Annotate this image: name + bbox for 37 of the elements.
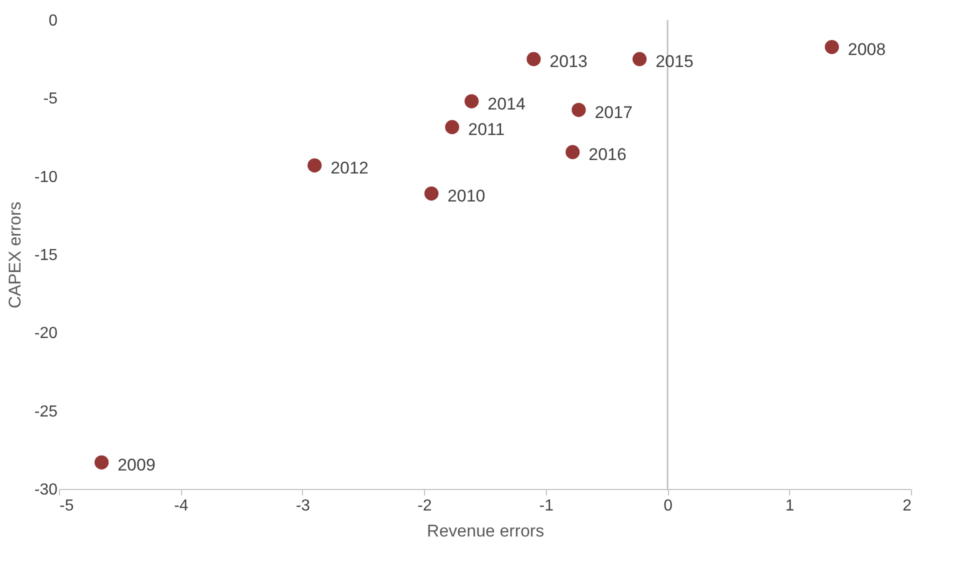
point [424, 186, 439, 201]
x-tick-label: -4 [174, 498, 188, 514]
y-tick-label: -5 [43, 90, 58, 108]
y-tick-label: -15 [34, 247, 58, 264]
point [94, 455, 109, 470]
x-tick-label: -1 [539, 498, 554, 514]
x-tick-label: -3 [296, 498, 310, 514]
x-axis-title: Revenue errors [426, 522, 544, 540]
point [566, 145, 580, 160]
x-tick-label: -5 [60, 498, 74, 514]
y-axis-title: CAPEX errors [5, 202, 24, 308]
point [632, 52, 647, 66]
x-tick-label: 0 [664, 498, 673, 514]
annotation: 2012 [330, 158, 368, 178]
annotation: 2010 [447, 186, 486, 206]
y-tick-label: -10 [34, 168, 58, 186]
y-tick-label: -25 [34, 403, 58, 420]
y-tick-label: 0 [48, 12, 58, 30]
y-tick-label: -30 [34, 482, 58, 498]
annotation: 2008 [848, 40, 886, 60]
point [464, 94, 479, 108]
x-tick-label: 1 [785, 498, 794, 514]
annotation: 2011 [468, 120, 505, 140]
x-tick-label: -2 [418, 498, 432, 514]
y-tick-label: -20 [34, 325, 58, 342]
annotation: 2017 [594, 102, 633, 122]
annotation: 2013 [550, 52, 588, 72]
annotation: 2015 [656, 52, 694, 72]
point [445, 120, 460, 134]
point [572, 102, 586, 117]
annotation: 2014 [488, 94, 526, 114]
x-tick-label: 2 [902, 498, 912, 514]
point [308, 158, 322, 172]
annotation: 2016 [588, 145, 626, 164]
point [824, 40, 839, 54]
point [526, 52, 541, 66]
annotation: 2009 [118, 455, 156, 474]
